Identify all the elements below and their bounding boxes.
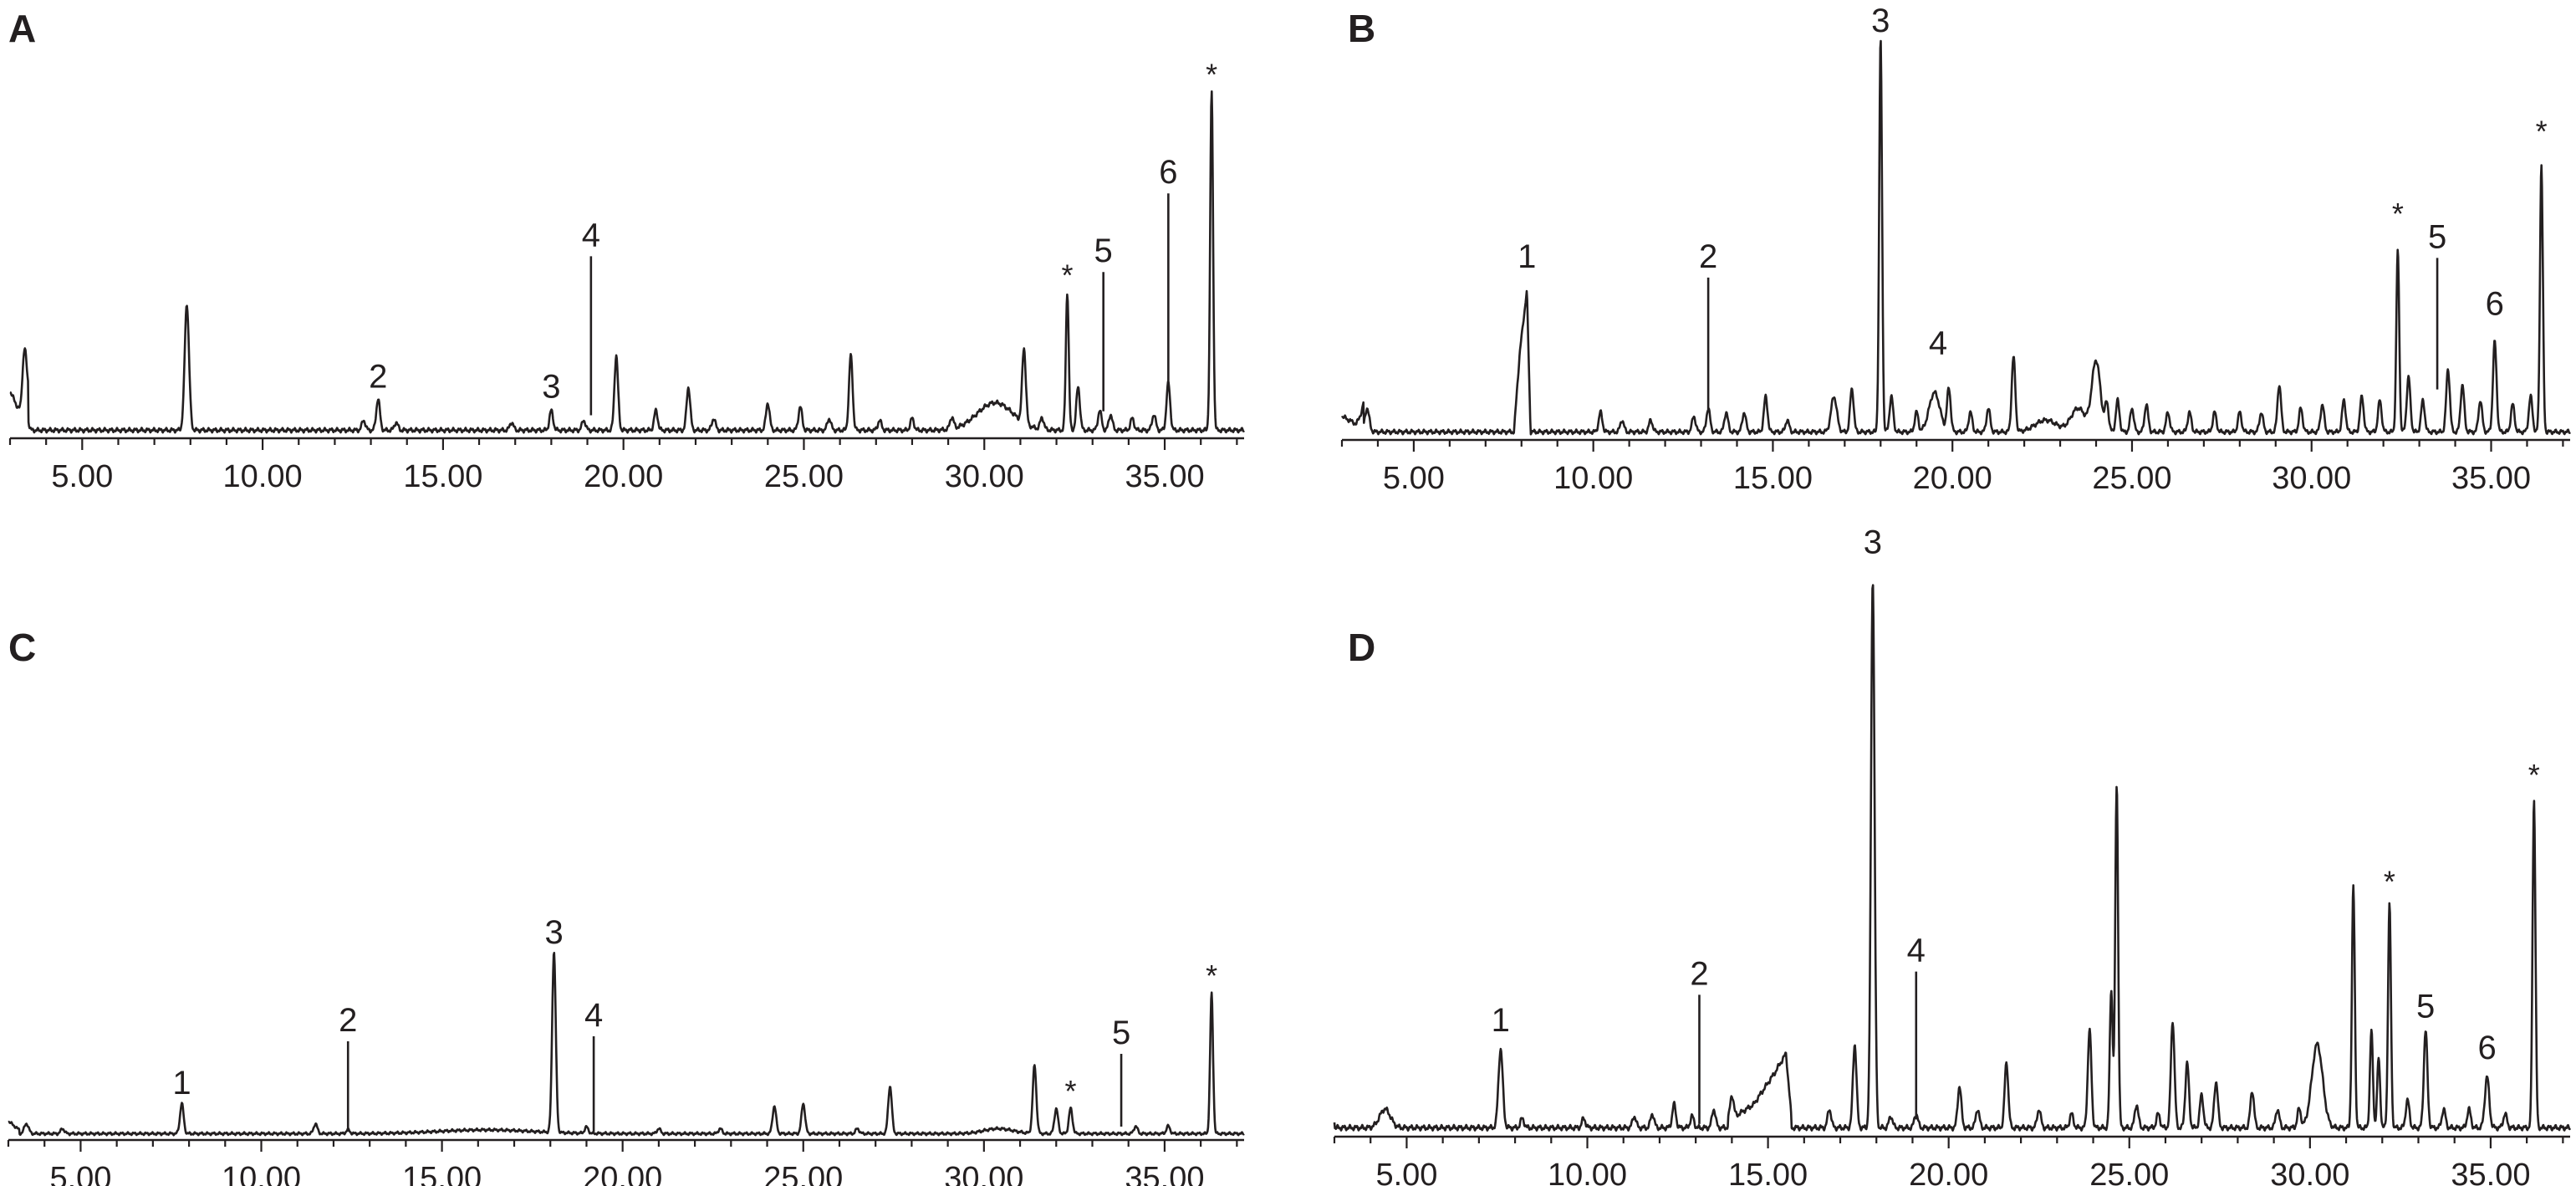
peak-label: 5 xyxy=(2416,988,2435,1025)
peak-label: 2 xyxy=(1699,238,1717,275)
peak-label: 1 xyxy=(1492,1002,1510,1039)
x-tick-label: 15.00 xyxy=(403,459,482,494)
x-tick-label: 30.00 xyxy=(945,459,1024,494)
peak-label: 4 xyxy=(1907,933,1926,969)
internal-standard-marker: * xyxy=(2392,197,2404,231)
peak-label: 2 xyxy=(369,359,387,396)
peak-label: 5 xyxy=(2428,218,2446,255)
x-tick-label: 20.00 xyxy=(1909,1158,1988,1186)
peak-label: 3 xyxy=(1864,524,1882,560)
internal-standard-marker: * xyxy=(2528,758,2540,792)
x-tick-label: 5.00 xyxy=(1375,1158,1437,1186)
chromatogram-trace xyxy=(1333,584,2572,1132)
x-tick-label: 35.00 xyxy=(2451,1158,2530,1186)
internal-standard-marker: * xyxy=(1062,258,1074,292)
panel-a: A 5.00 10.00 15.00 20.00 25.00 30.00 35.00 2 3 4 * 5… xyxy=(8,7,1245,494)
peak-label: 3 xyxy=(544,914,563,951)
x-tick-label: 10.00 xyxy=(222,1161,301,1186)
x-tick-label: 20.00 xyxy=(1913,461,1992,496)
x-tick-label: 35.00 xyxy=(2451,461,2531,496)
x-tick-label: 30.00 xyxy=(2270,1158,2349,1186)
x-tick-label: 30.00 xyxy=(2272,461,2351,496)
peak-label: 3 xyxy=(1871,3,1890,39)
x-tick-label: 35.00 xyxy=(1125,1161,1204,1186)
internal-standard-marker: * xyxy=(2384,864,2395,898)
peak-label: 4 xyxy=(582,217,600,253)
chromatogram-trace xyxy=(9,90,1245,434)
x-tick-label: 15.00 xyxy=(1728,1158,1808,1186)
x-tick-label: 25.00 xyxy=(764,459,844,494)
x-tick-label: 10.00 xyxy=(223,459,303,494)
panel-letter: B xyxy=(1348,7,1375,50)
peak-label: 2 xyxy=(1690,955,1708,992)
peak-label: 5 xyxy=(1112,1015,1130,1051)
peak-label: 6 xyxy=(2477,1030,2496,1066)
peak-label: 4 xyxy=(1929,325,1947,361)
x-tick-label: 25.00 xyxy=(2092,461,2171,496)
peak-label: 6 xyxy=(2486,285,2504,322)
x-tick-label: 15.00 xyxy=(402,1161,482,1186)
peak-label: 5 xyxy=(1094,233,1113,269)
panel-letter: C xyxy=(8,626,36,669)
x-tick-label: 35.00 xyxy=(1125,459,1205,494)
peak-label: 1 xyxy=(1518,238,1536,275)
x-tick-label: 10.00 xyxy=(1548,1158,1627,1186)
panel-letter: D xyxy=(1348,626,1375,669)
panel-b: B 5.00 10.00 15.00 20.00 25.00 30.00 35.00 1 2 3 4 *… xyxy=(1340,3,2571,496)
peak-label: 6 xyxy=(1159,154,1177,191)
chromatogram-trace xyxy=(8,952,1245,1137)
x-tick-label: 25.00 xyxy=(2089,1158,2169,1186)
x-tick-label: 15.00 xyxy=(1733,461,1813,496)
x-tick-label: 20.00 xyxy=(584,459,663,494)
x-tick-label: 20.00 xyxy=(583,1161,662,1186)
internal-standard-marker: * xyxy=(1206,959,1217,993)
internal-standard-marker: * xyxy=(2536,115,2548,149)
panel-letter: A xyxy=(8,7,36,50)
x-tick-label: 5.00 xyxy=(1383,461,1445,496)
x-tick-label: 5.00 xyxy=(51,459,113,494)
chromatogram-trace xyxy=(1340,39,2571,436)
x-tick-label: 30.00 xyxy=(944,1161,1023,1186)
peak-label: 1 xyxy=(172,1065,191,1102)
x-tick-label: 10.00 xyxy=(1553,461,1633,496)
internal-standard-marker: * xyxy=(1206,58,1217,92)
peak-label: 3 xyxy=(542,368,560,405)
peak-label: 2 xyxy=(339,1002,357,1039)
internal-standard-marker: * xyxy=(1065,1074,1077,1108)
x-tick-label: 5.00 xyxy=(49,1161,111,1186)
panel-c: C 5.00 10.00 15.00 20.00 25.00 30.00 35.00 1 2 3 4 *… xyxy=(7,626,1245,1186)
peak-label: 4 xyxy=(584,997,603,1034)
panel-d: D 5.00 10.00 15.00 20.00 25.00 30.00 35.00 1 2 3 4 *… xyxy=(1333,524,2572,1186)
x-tick-label: 25.00 xyxy=(763,1161,843,1186)
